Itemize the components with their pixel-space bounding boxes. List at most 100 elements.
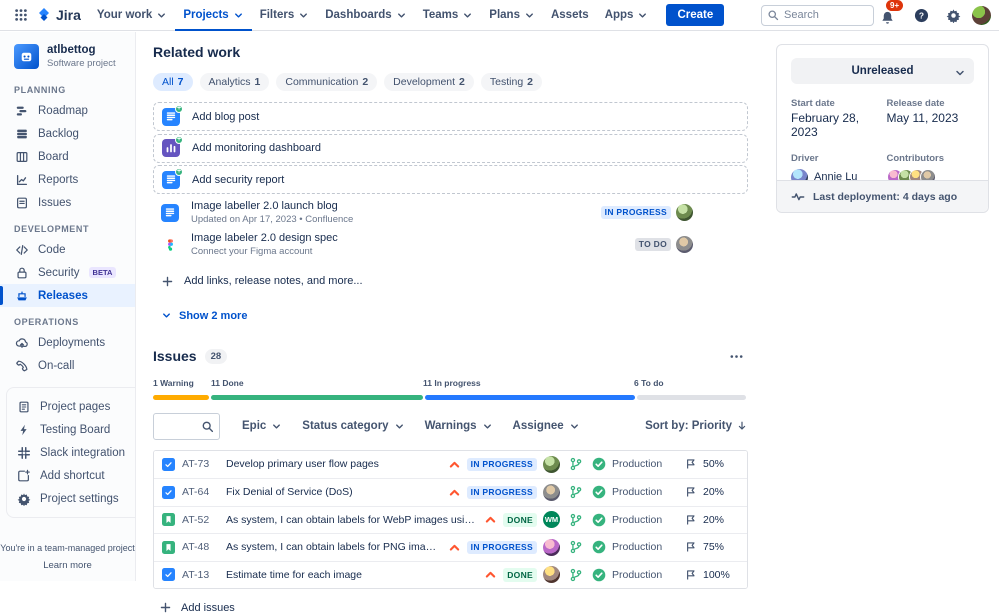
issue-row-AT-64[interactable]: AT-64 Fix Denial of Service (DoS) IN PRO… <box>154 478 747 506</box>
sidebar-item-board[interactable]: Board <box>0 145 135 168</box>
priority-high-icon <box>448 541 461 554</box>
nav-dashboards[interactable]: Dashboards <box>317 0 414 31</box>
sidebar-item-reports[interactable]: Reports <box>0 168 135 191</box>
last-deployment-text: Last deployment: 4 days ago <box>813 190 958 203</box>
flag-icon <box>685 486 697 498</box>
release-date-value[interactable]: May 11, 2023 <box>886 111 959 125</box>
project-header[interactable]: atlbettog Software project <box>0 44 135 69</box>
warnings-filter-dropdown[interactable]: Warnings <box>415 420 503 432</box>
search-icon <box>767 9 779 21</box>
sidebar-item-testing-board[interactable]: Testing Board <box>7 418 136 441</box>
issue-row-AT-73[interactable]: AT-73 Develop primary user flow pages IN… <box>154 450 747 478</box>
sidebar-item-security[interactable]: Security BETA <box>0 261 135 284</box>
sidebar-item-code[interactable]: Code <box>0 238 135 261</box>
issues-search-input[interactable] <box>153 412 220 440</box>
settings-button[interactable] <box>940 0 966 31</box>
progress-label-todo: 6 To do <box>634 377 664 388</box>
chevron-down-icon <box>233 10 244 21</box>
sidebar-item-issues[interactable]: Issues <box>0 191 135 214</box>
add-security-report-card[interactable]: + Add security report <box>153 165 748 194</box>
related-work-item-launch-blog[interactable]: Image labeller 2.0 launch blog Updated o… <box>153 197 748 229</box>
issue-row-AT-52[interactable]: AT-52 As system, I can obtain labels for… <box>154 505 747 533</box>
assignee-filter-dropdown[interactable]: Assignee <box>503 420 590 432</box>
nav-your-work[interactable]: Your work <box>89 0 175 31</box>
nav-projects[interactable]: Projects <box>175 0 252 31</box>
gear-icon <box>16 492 31 506</box>
sidebar-item-oncall[interactable]: On-call <box>0 354 135 377</box>
issue-row-AT-48[interactable]: AT-48 As system, I can obtain labels for… <box>154 533 747 561</box>
story-type-icon <box>162 540 175 554</box>
reports-icon <box>14 173 29 187</box>
nav-filters[interactable]: Filters <box>252 0 318 31</box>
filter-chip-communication[interactable]: Communication 2 <box>276 73 378 91</box>
filter-chip-development[interactable]: Development 2 <box>384 73 474 91</box>
add-links-button[interactable]: Add links, release notes, and more... <box>153 267 765 288</box>
progress-segment-todo[interactable] <box>637 394 746 400</box>
main-content: Related work All 7 Analytics 1 Communicati… <box>137 31 765 614</box>
gear-icon <box>946 8 961 23</box>
sidebar-item-project-pages[interactable]: Project pages <box>7 395 136 418</box>
add-blog-post-card[interactable]: + Add blog post <box>153 102 748 131</box>
learn-more-link[interactable]: Learn more <box>43 560 92 571</box>
start-date-value[interactable]: February 28, 2023 <box>791 111 860 139</box>
arrow-down-icon <box>736 420 748 432</box>
progress-label-in-progress: 11 In progress <box>423 377 481 388</box>
nav-teams[interactable]: Teams <box>415 0 482 31</box>
git-branch-icon <box>569 540 583 554</box>
sort-by-priority-button[interactable]: Sort by: Priority <box>645 420 748 432</box>
sidebar-item-deployments[interactable]: Deployments <box>0 331 135 354</box>
progress-label-done: 11 Done <box>211 377 244 388</box>
status-badge: IN PROGRESS <box>466 485 537 499</box>
filter-chip-testing[interactable]: Testing 2 <box>480 73 543 91</box>
deployment-success-icon <box>592 485 606 499</box>
issues-more-button[interactable] <box>725 347 748 366</box>
section-title-development: DEVELOPMENT <box>14 224 90 234</box>
project-sidebar: atlbettog Software project PLANNING Road… <box>0 32 136 581</box>
help-button[interactable] <box>908 0 934 31</box>
priority-high-icon <box>484 513 497 526</box>
nav-plans[interactable]: Plans <box>481 0 543 31</box>
chevron-down-icon <box>298 10 309 21</box>
pulse-icon <box>791 190 805 204</box>
priority-high-icon <box>484 568 497 581</box>
create-button[interactable]: Create <box>666 4 725 26</box>
sidebar-item-add-shortcut[interactable]: Add shortcut <box>7 464 136 487</box>
progress-segment-in-progress[interactable] <box>425 394 635 400</box>
filter-chip-analytics[interactable]: Analytics 1 <box>199 73 270 91</box>
assignee-avatar <box>543 566 560 584</box>
version-select[interactable]: Unreleased <box>791 58 974 84</box>
sidebar-item-releases[interactable]: Releases <box>0 284 135 307</box>
sidebar-item-roadmap[interactable]: Roadmap <box>0 99 135 122</box>
app-switcher-icon[interactable] <box>8 0 34 31</box>
epic-filter-dropdown[interactable]: Epic <box>232 420 292 432</box>
filter-chip-all[interactable]: All 7 <box>153 73 193 91</box>
issues-search <box>153 412 220 440</box>
jira-logo-text: Jira <box>56 7 81 23</box>
issue-row-AT-13[interactable]: AT-13 Estimate time for each image DONE … <box>154 560 747 588</box>
add-issues-button[interactable]: Add issues <box>159 601 765 614</box>
global-search-input[interactable] <box>761 4 874 26</box>
add-monitoring-dashboard-card[interactable]: + Add monitoring dashboard <box>153 133 748 163</box>
user-avatar[interactable] <box>972 5 991 25</box>
chevron-down-icon <box>156 10 167 21</box>
deployment-success-icon <box>592 457 606 471</box>
nav-apps[interactable]: Apps <box>597 0 657 31</box>
board-icon <box>14 150 29 164</box>
chevron-down-icon <box>396 10 407 21</box>
page-icon <box>16 400 31 414</box>
phone-icon <box>14 359 29 373</box>
team-managed-note: You're in a team-managed project <box>0 543 135 553</box>
progress-segment-done[interactable] <box>211 394 423 400</box>
sidebar-item-backlog[interactable]: Backlog <box>0 122 135 145</box>
progress-segment-warning[interactable] <box>153 394 209 400</box>
related-work-item-design-spec[interactable]: Image labeler 2.0 design spec Connect yo… <box>153 229 748 261</box>
show-more-button[interactable]: Show 2 more <box>161 310 765 322</box>
blog-doc-icon: + <box>162 104 183 126</box>
status-category-filter-dropdown[interactable]: Status category <box>292 420 414 432</box>
notifications-button[interactable]: 9+ <box>880 0 904 28</box>
sidebar-item-project-settings[interactable]: Project settings <box>7 487 136 510</box>
jira-logo[interactable]: Jira <box>34 7 89 23</box>
sidebar-item-slack-integration[interactable]: Slack integration <box>7 441 136 464</box>
slack-icon <box>16 446 31 460</box>
nav-assets[interactable]: Assets <box>550 9 589 21</box>
